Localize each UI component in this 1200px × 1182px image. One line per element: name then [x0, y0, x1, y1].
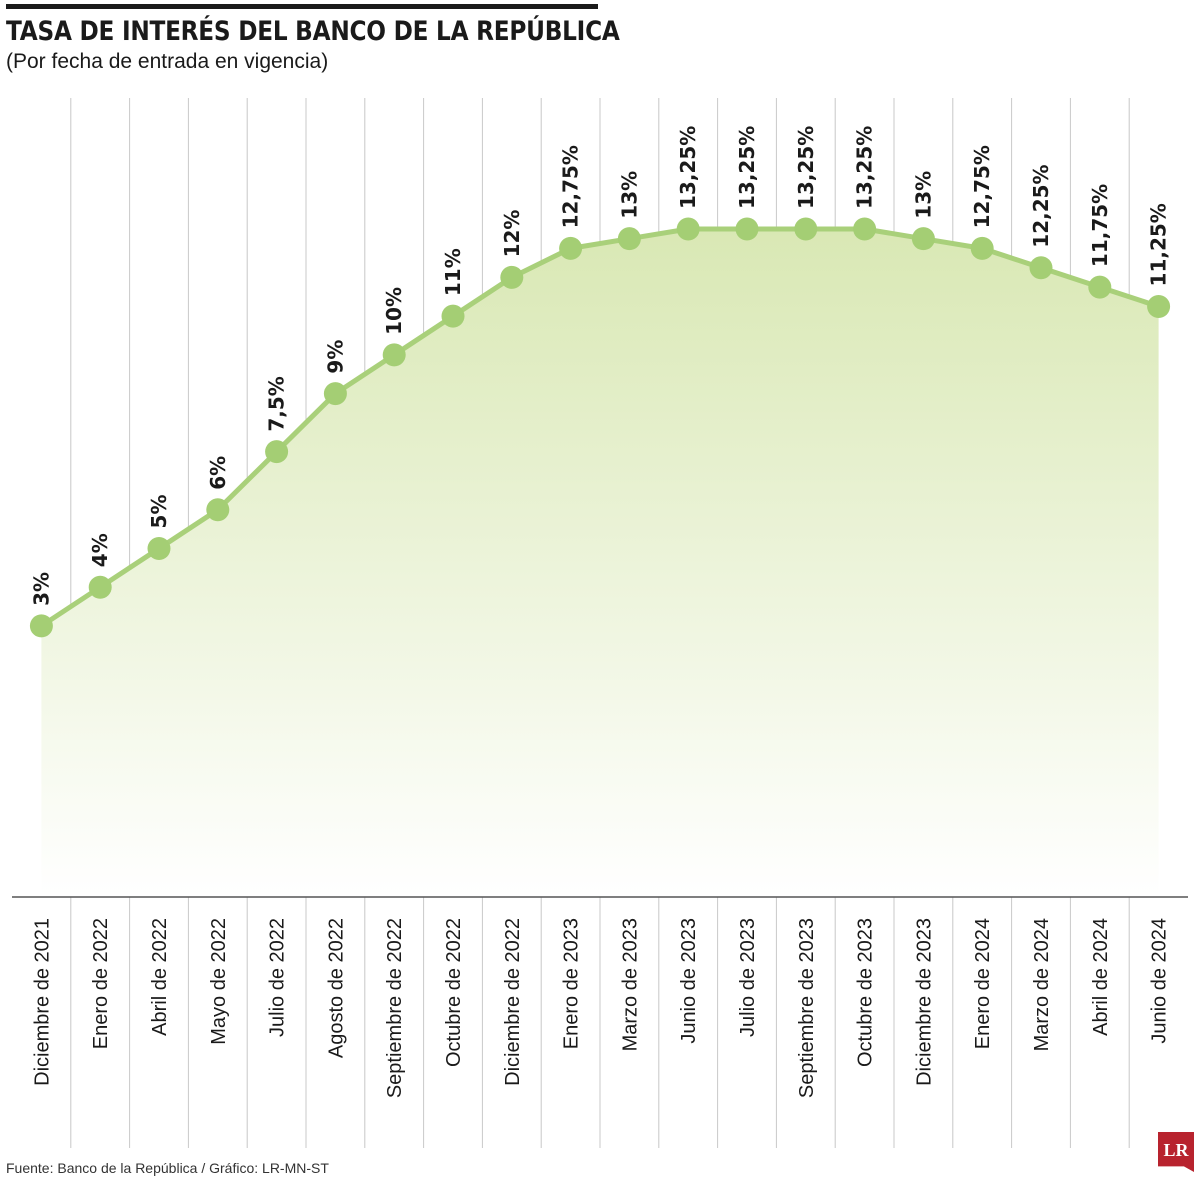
data-label: 7,5% [265, 376, 289, 431]
category-label: Julio de 2023 [737, 918, 759, 1037]
area-fill [41, 229, 1159, 897]
lr-logo: LR [1158, 1132, 1194, 1172]
data-label: 11,75% [1088, 184, 1112, 267]
category-label: Abril de 2022 [149, 918, 171, 1036]
data-point [559, 236, 583, 260]
category-label: Marzo de 2024 [1031, 918, 1053, 1051]
data-label: 13,25% [735, 126, 759, 209]
chart-subtitle: (Por fecha de entrada en vigencia) [6, 50, 329, 73]
top-rule [6, 4, 598, 9]
category-label: Julio de 2022 [267, 918, 289, 1037]
category-label: Septiembre de 2022 [384, 918, 406, 1098]
data-point [29, 614, 53, 638]
data-label: 10% [382, 287, 406, 335]
category-label: Septiembre de 2023 [796, 918, 818, 1098]
category-label: Marzo de 2023 [619, 918, 641, 1051]
data-labels: 3% 4% 5% 6% 7,5% 9% 10% 11% 12% 12,75% 13% 13,25% 13… [29, 126, 1170, 606]
category-labels: Diciembre de 2021 Enero de 2022 Abril de 2… [31, 918, 1170, 1098]
category-label: Enero de 2023 [561, 918, 583, 1049]
category-label: Junio de 2023 [678, 918, 700, 1044]
data-point [323, 382, 347, 406]
data-label: 12,75% [559, 145, 583, 228]
category-label: Octubre de 2023 [855, 918, 877, 1067]
data-label: 12,25% [1029, 164, 1053, 247]
data-label: 13,25% [853, 126, 877, 209]
data-point [265, 440, 289, 464]
data-point [88, 575, 112, 599]
data-label: 13,25% [676, 126, 700, 209]
chart-title: TASA DE INTERÉS DEL BANCO DE LA REPÚBLIC… [6, 16, 620, 47]
category-label: Octubre de 2022 [443, 918, 465, 1067]
category-label: Diciembre de 2023 [913, 918, 935, 1086]
data-point [1147, 294, 1171, 318]
data-point [1088, 275, 1112, 299]
category-label: Enero de 2022 [90, 918, 112, 1049]
data-label: 13% [617, 171, 641, 219]
category-label: Abril de 2024 [1090, 918, 1112, 1036]
data-point [441, 304, 465, 328]
category-label: Diciembre de 2021 [31, 918, 53, 1086]
data-point [970, 236, 994, 260]
category-label: Agosto de 2022 [325, 918, 347, 1058]
data-label: 11% [441, 248, 465, 296]
data-point [617, 227, 641, 251]
data-point [735, 217, 759, 241]
data-label: 13% [911, 171, 935, 219]
category-label: Enero de 2024 [972, 918, 994, 1049]
data-label: 5% [147, 495, 171, 529]
data-point [911, 227, 935, 251]
data-point [1029, 256, 1053, 280]
data-label: 6% [206, 456, 230, 490]
data-point [206, 498, 230, 522]
data-point [853, 217, 877, 241]
category-label: Diciembre de 2022 [502, 918, 524, 1086]
data-label: 9% [323, 340, 347, 374]
data-point [794, 217, 818, 241]
category-label: Mayo de 2022 [208, 918, 230, 1045]
data-label: 3% [29, 572, 53, 606]
data-label: 11,25% [1147, 203, 1171, 286]
data-points [29, 217, 1171, 638]
data-point [382, 343, 406, 367]
data-label: 4% [88, 533, 112, 567]
data-label: 12% [500, 210, 524, 258]
data-point [500, 265, 524, 289]
data-point [676, 217, 700, 241]
data-label: 13,25% [794, 126, 818, 209]
source-note: Fuente: Banco de la República / Gráfico:… [6, 1160, 329, 1176]
data-label: 12,75% [970, 145, 994, 228]
data-point [147, 536, 171, 560]
category-label: Junio de 2024 [1149, 918, 1171, 1044]
